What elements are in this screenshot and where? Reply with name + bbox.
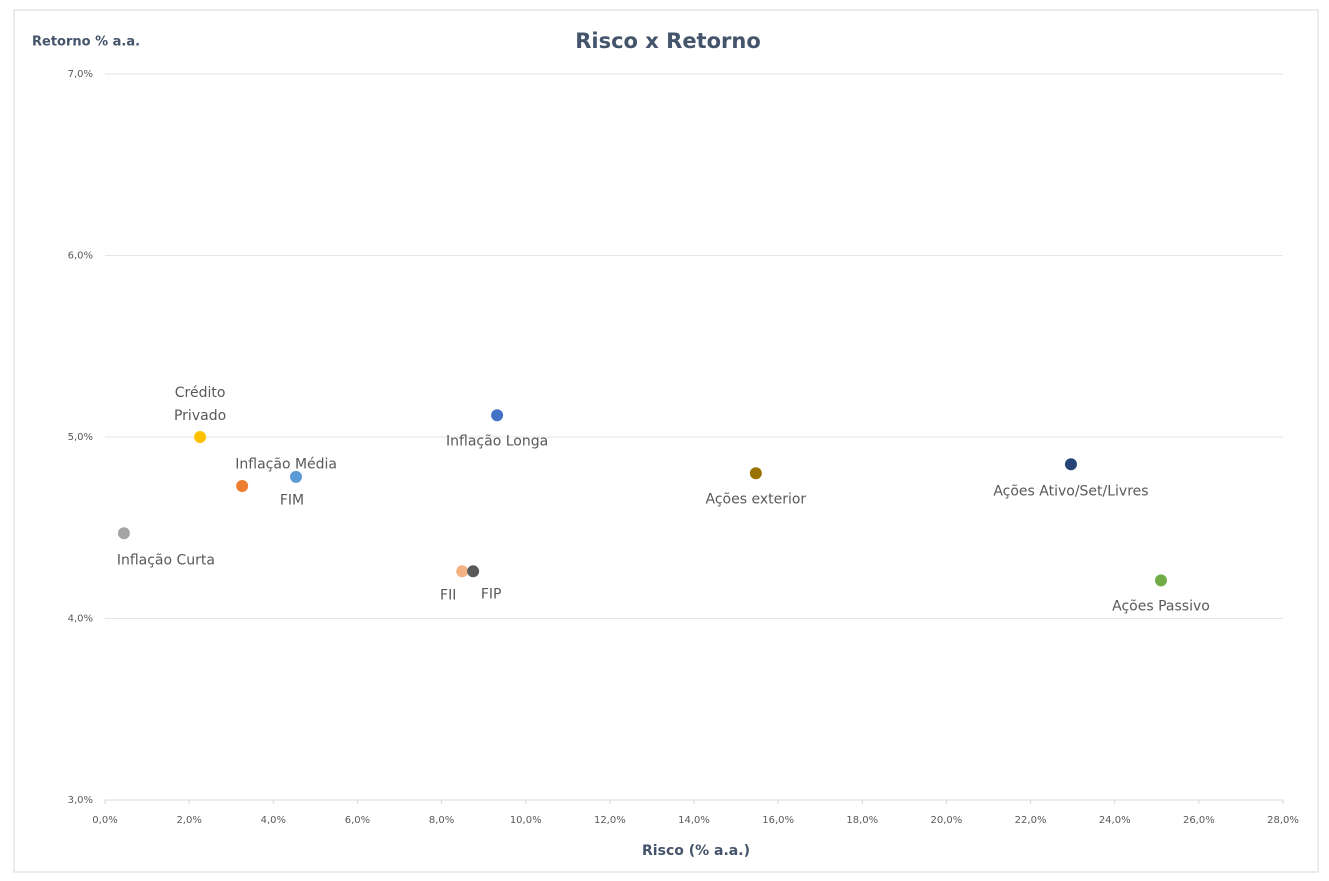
x-tick-label: 22,0% (1015, 815, 1047, 826)
x-tick-label: 16,0% (762, 815, 794, 826)
y-tick-label: 7,0% (68, 69, 93, 80)
point-label: FIM (279, 492, 305, 509)
point (1154, 574, 1167, 587)
point-label: Inflação Média (235, 456, 338, 473)
x-tick-label: 4,0% (261, 815, 286, 826)
point-label: Ações exterior (705, 491, 807, 508)
point (236, 480, 249, 493)
x-tick-label: 10,0% (510, 815, 542, 826)
x-tick-label: 14,0% (678, 815, 710, 826)
chart-title: Risco x Retorno (575, 29, 761, 53)
point (1064, 458, 1077, 471)
point (467, 565, 480, 578)
x-tick-label: 8,0% (429, 815, 454, 826)
point-label: FII (440, 587, 457, 604)
x-tick-label: 2,0% (176, 815, 201, 826)
point-label: FIP (480, 586, 502, 603)
chart-border (13, 9, 1319, 873)
point-label: Ações Ativo/Set/Livres (993, 483, 1149, 500)
point (456, 565, 469, 578)
x-tick-label: 28,0% (1267, 815, 1299, 826)
y-tick-label: 4,0% (68, 614, 93, 625)
point-label: Crédito Privado (173, 385, 227, 424)
x-axis-title: Risco (% a.a.) (642, 843, 750, 859)
point (194, 431, 207, 443)
point (491, 409, 504, 422)
point (749, 467, 762, 480)
point-label: Inflação Longa (446, 433, 549, 450)
point-label: Inflação Curta (116, 552, 215, 569)
x-tick-label: 12,0% (594, 815, 626, 826)
x-tick-label: 20,0% (931, 815, 963, 826)
x-tick-label: 6,0% (345, 815, 370, 826)
point (117, 527, 130, 540)
x-tick-label: 24,0% (1099, 815, 1131, 826)
point (290, 470, 303, 483)
y-tick-label: 5,0% (68, 432, 93, 443)
point-label: Ações Passivo (1112, 598, 1210, 615)
x-tick-label: 26,0% (1183, 815, 1215, 826)
x-tick-label: 18,0% (846, 815, 878, 826)
y-tick-label: 3,0% (68, 795, 93, 806)
y-axis-title: Retorno % a.a. (32, 35, 140, 50)
y-tick-label: 6,0% (68, 251, 93, 262)
x-tick-label: 0,0% (92, 815, 117, 826)
